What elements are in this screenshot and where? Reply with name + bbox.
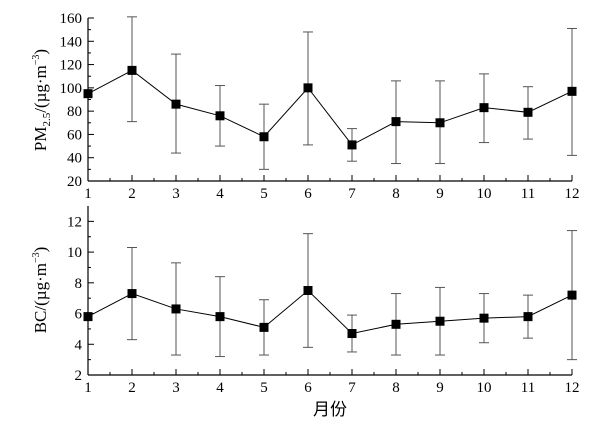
y-tick-label: 10 — [67, 245, 82, 261]
x-tick-label: 11 — [521, 186, 535, 202]
y-tick-label: 6 — [75, 307, 83, 323]
x-tick-label: 2 — [128, 380, 136, 396]
series-line — [87, 289, 573, 335]
x-tick-label: 6 — [304, 380, 312, 396]
x-tick-label: 6 — [304, 186, 312, 202]
data-point — [303, 286, 313, 295]
data-point — [567, 290, 577, 300]
x-tick-label: 8 — [392, 380, 400, 396]
x-tick-label: 4 — [216, 380, 224, 396]
x-tick-label: 4 — [216, 186, 224, 202]
y-tick-label: 100 — [60, 81, 83, 97]
data-point — [215, 312, 225, 322]
x-tick-label: 5 — [260, 380, 268, 396]
y-tick-label: 8 — [75, 276, 83, 292]
x-tick-label: 5 — [260, 186, 268, 202]
y-tick-label: 40 — [67, 151, 82, 167]
data-point — [435, 316, 445, 326]
data-point — [391, 117, 401, 127]
x-tick-label: 12 — [565, 186, 580, 202]
series-line — [87, 69, 573, 146]
data-point — [83, 312, 93, 322]
y-tick-label: 160 — [60, 11, 83, 27]
data-point — [523, 312, 533, 322]
x-tick-label: 3 — [172, 380, 180, 396]
y-tick-label: 12 — [67, 214, 82, 230]
y-axis-title: PM2.5/(µg·m−3) — [31, 49, 53, 151]
x-axis-title: 月份 — [313, 400, 347, 420]
x-tick-label: 1 — [84, 380, 92, 396]
x-tick-label: 7 — [348, 186, 356, 202]
data-point — [83, 89, 93, 99]
y-tick-label: 20 — [67, 174, 82, 190]
data-point — [127, 289, 137, 299]
x-tick-label: 10 — [477, 380, 492, 396]
y-tick-label: 120 — [60, 58, 83, 74]
data-point — [567, 86, 577, 96]
data-point — [259, 132, 269, 142]
data-point — [435, 118, 445, 128]
y-tick-label: 140 — [60, 34, 83, 50]
data-point — [523, 107, 533, 117]
x-tick-label: 9 — [436, 186, 444, 202]
x-tick-label: 7 — [348, 380, 356, 396]
x-tick-label: 2 — [128, 186, 136, 202]
data-point — [171, 99, 181, 109]
y-tick-label: 60 — [67, 127, 82, 143]
data-point — [347, 329, 357, 339]
x-tick-label: 1 — [84, 186, 92, 202]
data-point — [303, 83, 313, 93]
data-point — [259, 322, 269, 332]
x-tick-label: 3 — [172, 186, 180, 202]
data-point — [215, 111, 225, 121]
data-point — [347, 140, 357, 150]
data-point — [391, 319, 401, 329]
x-tick-label: 9 — [436, 380, 444, 396]
x-tick-label: 12 — [565, 380, 580, 396]
data-point — [171, 304, 181, 314]
x-tick-label: 10 — [477, 186, 492, 202]
y-tick-label: 80 — [67, 104, 82, 120]
x-tick-label: 8 — [392, 186, 400, 202]
x-tick-label: 11 — [521, 380, 535, 396]
data-point — [479, 313, 489, 323]
y-tick-label: 2 — [75, 368, 83, 384]
y-tick-label: 4 — [75, 337, 83, 353]
y-axis-title: BC/(µg·m−3) — [31, 247, 50, 334]
data-point — [127, 65, 137, 75]
data-point — [479, 103, 489, 113]
